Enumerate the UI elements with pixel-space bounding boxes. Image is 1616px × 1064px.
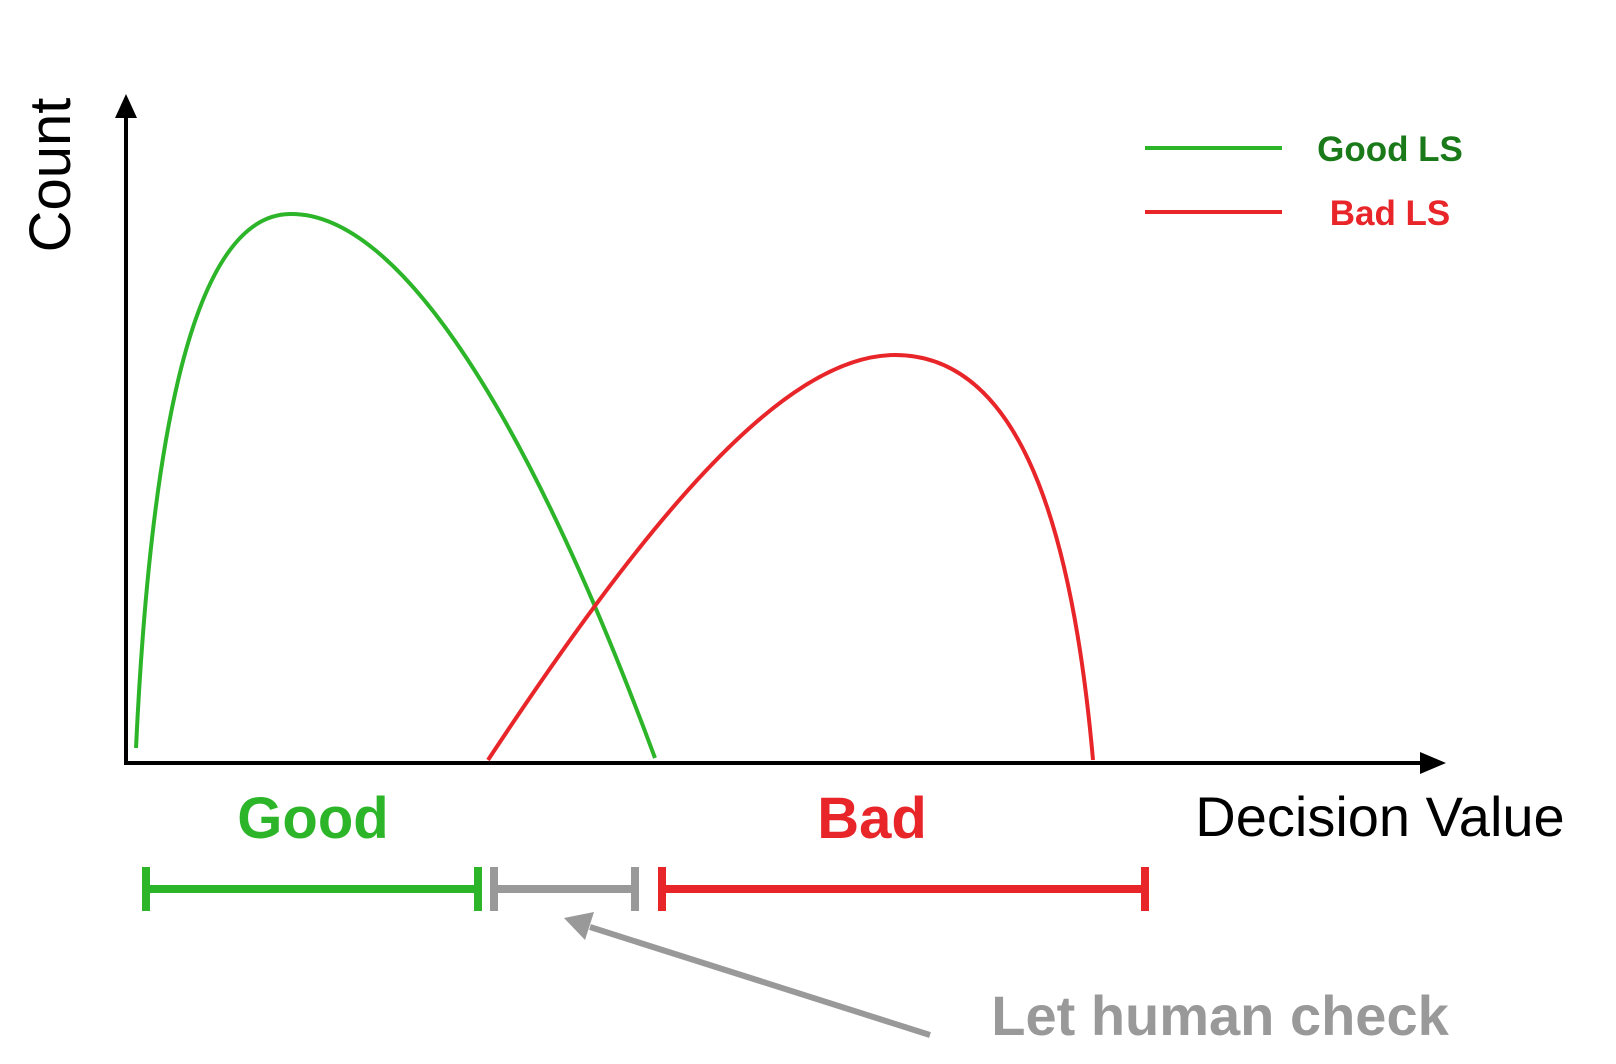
bad-range-bar <box>658 867 1149 911</box>
good-ls-curve <box>134 211 657 759</box>
legend-bad-ls-label: Bad LS <box>1330 194 1451 233</box>
human-check-range-bar <box>490 867 639 911</box>
axes <box>115 94 1446 774</box>
human-check-label: Let human check <box>991 984 1449 1047</box>
human-check-arrowhead <box>564 912 594 940</box>
legend-item-bad-ls: Bad LS <box>1145 194 1450 233</box>
bad-ls-curve <box>486 352 1095 762</box>
legend: Good LS Bad LS <box>1145 130 1463 233</box>
y-axis-arrowhead <box>115 94 137 118</box>
human-check-arrow <box>564 912 931 1038</box>
x-axis-arrowhead <box>1420 752 1446 774</box>
region-bad-label: Bad <box>817 786 927 851</box>
x-axis-label: Decision Value <box>1195 785 1564 848</box>
legend-good-ls-label: Good LS <box>1317 130 1463 169</box>
y-axis-label: Count <box>18 98 83 253</box>
good-range-bar <box>142 867 482 911</box>
region-good-label: Good <box>237 786 388 851</box>
legend-item-good-ls: Good LS <box>1145 130 1463 169</box>
